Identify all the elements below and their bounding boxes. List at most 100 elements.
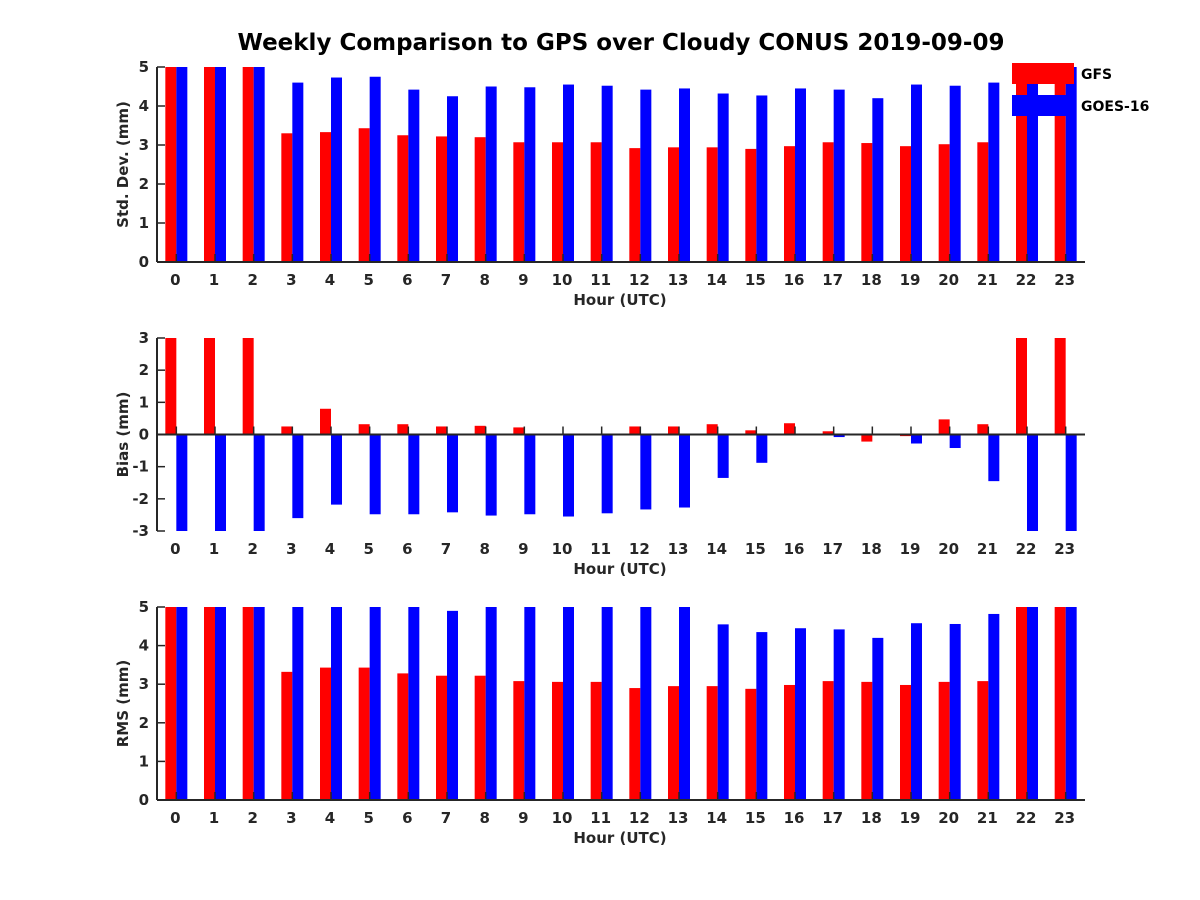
bar-goes-16-1	[215, 434, 226, 531]
bar-gfs-20	[938, 681, 950, 800]
bar-goes-16-0	[176, 67, 188, 262]
bar-gfs-18	[861, 434, 873, 442]
bar-gfs-7	[436, 675, 447, 800]
bar-gfs-4	[320, 667, 331, 800]
bar-gfs-0	[165, 338, 177, 435]
x-tick-label: 23	[1054, 809, 1075, 827]
x-tick-label: 23	[1054, 540, 1075, 558]
bar-gfs-0	[165, 607, 177, 800]
bar-gfs-16	[784, 684, 795, 800]
x-tick-label: 4	[325, 540, 335, 558]
bar-gfs-22	[1016, 607, 1027, 800]
y-tick-label: 3	[139, 136, 149, 154]
x-axis-label: Hour (UTC)	[573, 829, 666, 847]
x-tick-label: 15	[745, 271, 766, 289]
x-tick-label: 14	[706, 540, 727, 558]
bar-goes-16-10	[563, 607, 574, 800]
bar-goes-16-6	[408, 434, 420, 515]
x-tick-label: 6	[402, 540, 412, 558]
x-tick-label: 9	[518, 809, 528, 827]
bar-goes-16-10	[563, 84, 574, 262]
bar-gfs-6	[397, 424, 409, 435]
bar-gfs-6	[397, 135, 409, 262]
x-tick-label: 22	[1016, 271, 1037, 289]
bar-goes-16-16	[795, 628, 806, 800]
bar-gfs-4	[320, 132, 331, 262]
bar-gfs-10	[552, 681, 563, 800]
bar-goes-16-12	[640, 434, 652, 510]
bar-goes-16-9	[524, 607, 536, 800]
y-tick-label: 3	[139, 329, 149, 347]
x-tick-label: 6	[402, 809, 412, 827]
bar-gfs-20	[938, 419, 950, 435]
bar-goes-16-4	[331, 77, 342, 262]
x-tick-label: 12	[629, 809, 650, 827]
x-tick-label: 15	[745, 540, 766, 558]
bar-gfs-15	[745, 430, 757, 435]
bar-goes-16-5	[369, 434, 381, 515]
bar-goes-16-13	[679, 434, 690, 508]
bar-gfs-20	[938, 144, 950, 262]
bar-gfs-12	[629, 688, 641, 800]
bar-gfs-13	[668, 426, 679, 435]
bar-gfs-6	[397, 673, 409, 800]
x-tick-label: 5	[363, 809, 373, 827]
bar-gfs-22	[1016, 338, 1027, 435]
x-tick-label: 19	[900, 540, 921, 558]
bar-gfs-5	[358, 667, 370, 800]
bar-goes-16-10	[563, 434, 574, 517]
x-tick-label: 22	[1016, 809, 1037, 827]
bar-gfs-9	[513, 681, 525, 800]
bar-goes-16-2	[253, 434, 265, 531]
bar-goes-16-19	[911, 623, 922, 800]
bar-goes-16-19	[911, 84, 922, 262]
bar-goes-16-22	[1027, 67, 1038, 262]
bar-gfs-2	[242, 67, 254, 262]
x-tick-label: 11	[590, 271, 611, 289]
x-tick-label: 22	[1016, 540, 1037, 558]
bar-gfs-17	[822, 681, 834, 800]
x-tick-label: 19	[900, 809, 921, 827]
bar-goes-16-7	[447, 434, 458, 513]
y-tick-label: 2	[139, 714, 149, 732]
bar-goes-16-21	[988, 82, 1000, 262]
bar-goes-16-6	[408, 607, 420, 800]
x-tick-label: 10	[552, 809, 573, 827]
bar-goes-16-21	[988, 613, 1000, 800]
bar-goes-16-17	[833, 629, 845, 800]
x-tick-label: 5	[363, 540, 373, 558]
x-tick-label: 20	[938, 540, 959, 558]
bar-goes-16-5	[369, 607, 381, 800]
bar-gfs-22	[1016, 67, 1027, 262]
bar-gfs-14	[706, 147, 718, 262]
bar-goes-16-17	[833, 89, 845, 263]
bar-gfs-1	[204, 67, 215, 262]
bar-gfs-18	[861, 143, 873, 262]
x-tick-label: 4	[325, 809, 335, 827]
x-tick-label: 1	[209, 540, 219, 558]
bar-gfs-14	[706, 686, 718, 800]
x-tick-label: 21	[977, 540, 998, 558]
bar-goes-16-1	[215, 67, 226, 262]
bar-goes-16-23	[1065, 67, 1077, 262]
bar-goes-16-9	[524, 434, 536, 515]
bar-gfs-7	[436, 136, 447, 262]
legend: GFS GOES-16	[1012, 63, 1149, 116]
x-tick-label: 19	[900, 271, 921, 289]
x-axis-label: Hour (UTC)	[573, 291, 666, 309]
legend-label: GOES-16	[1081, 99, 1149, 115]
bar-goes-16-3	[292, 434, 304, 519]
bar-gfs-23	[1054, 607, 1066, 800]
x-tick-label: 13	[668, 540, 689, 558]
bar-goes-16-22	[1027, 607, 1038, 800]
bar-goes-16-23	[1065, 607, 1077, 800]
legend-swatch-goes-16	[1012, 95, 1074, 116]
bar-gfs-2	[242, 607, 254, 800]
bar-goes-16-7	[447, 96, 458, 262]
y-tick-label: 4	[139, 637, 149, 655]
bar-gfs-15	[745, 148, 757, 262]
y-tick-label: 2	[139, 175, 149, 193]
bar-goes-16-14	[717, 93, 729, 263]
x-tick-label: 13	[668, 809, 689, 827]
